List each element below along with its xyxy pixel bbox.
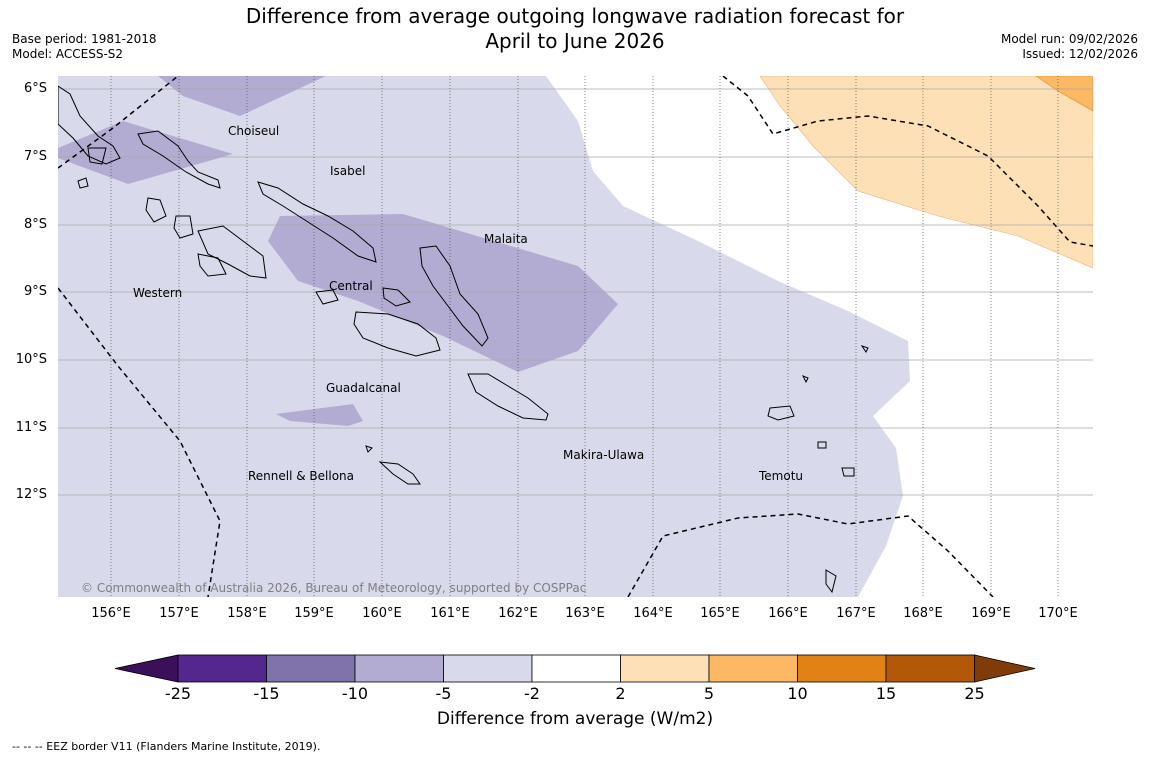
- anomaly-zone-medium-4: [276, 404, 363, 426]
- region-labels: Choiseul Isabel Malaita Western Central …: [133, 124, 803, 483]
- lon-label-156e: 156°E: [91, 606, 131, 621]
- anomaly-zone-warm-medium: [1035, 76, 1093, 112]
- lon-label-158e: 158°E: [227, 606, 267, 621]
- lon-label-159e: 159°E: [294, 606, 334, 621]
- colorbar-cell-6: [620, 654, 710, 683]
- anomaly-zone-medium-2: [58, 121, 233, 184]
- island-western-1: [145, 197, 167, 223]
- island-western-2: [173, 215, 194, 239]
- colorbar: [114, 654, 1036, 683]
- island-tiny-2: [860, 345, 869, 353]
- colorbar-extend-max: [974, 654, 1036, 683]
- lon-label-163e: 163°E: [565, 606, 605, 621]
- island-makira: [467, 373, 549, 421]
- model-run: Model run: 09/02/2026: [1000, 32, 1138, 46]
- island-temotu-1: [767, 405, 795, 421]
- title-line-2: April to June 2026: [485, 29, 665, 53]
- colorbar-cell-9: [885, 654, 975, 683]
- lon-label-162e: 162°E: [498, 606, 538, 621]
- lon-label-160e: 160°E: [362, 606, 402, 621]
- colorbar-cell-7: [708, 654, 798, 683]
- colorbar-tick-4: -2: [524, 684, 540, 703]
- island-bougainville-tip: [58, 85, 121, 165]
- anomaly-zone-warm-light: [759, 76, 1093, 269]
- island-temotu-4: [825, 569, 837, 594]
- island-tiny-1: [801, 375, 809, 384]
- colorbar-tick-7: 10: [787, 684, 808, 703]
- anomaly-zone-medium-1: [158, 76, 326, 116]
- island-small-1: [87, 147, 107, 165]
- colorbar-cell-3: [354, 654, 444, 683]
- anomaly-zone-medium-3: [268, 214, 618, 372]
- lat-label-12s: 12°S: [15, 487, 47, 502]
- colorbar-tick-5: 2: [615, 684, 626, 703]
- title-line-1: Difference from average outgoing longwav…: [245, 4, 905, 28]
- island-isabel: [257, 181, 377, 263]
- colorbar-tick-9: 25: [964, 684, 985, 703]
- model-name: Model: ACCESS-S2: [12, 47, 124, 61]
- lon-label-164e: 164°E: [633, 606, 673, 621]
- base-period: Base period: 1981-2018: [12, 32, 157, 46]
- map-panel: Choiseul Isabel Malaita Western Central …: [58, 76, 1093, 597]
- colorbar-tick-3: -5: [435, 684, 452, 703]
- eez-legend-note: -- -- -- EEZ border V11 (Flanders Marine…: [12, 740, 321, 753]
- lon-label-168e: 168°E: [903, 606, 943, 621]
- colorbar-cell-2: [266, 654, 356, 683]
- lat-label-10s: 10°S: [15, 352, 47, 367]
- island-guadalcanal: [353, 311, 441, 357]
- coastlines: [58, 85, 869, 594]
- label-western: Western: [133, 286, 182, 300]
- lat-label-6s: 6°S: [23, 81, 47, 96]
- island-temotu-3: [841, 467, 855, 477]
- graticule-lat: [58, 88, 1093, 496]
- colorbar-cell-8: [797, 654, 887, 683]
- lat-label-8s: 8°S: [23, 217, 47, 232]
- colorbar-cell-4: [443, 654, 533, 683]
- colorbar-extend-min: [114, 654, 179, 683]
- island-western-4: [197, 253, 227, 277]
- lon-label-161e: 161°E: [430, 606, 470, 621]
- island-russell: [382, 287, 411, 307]
- colorbar-cells: [177, 654, 975, 683]
- label-central: Central: [329, 279, 373, 293]
- meta-left: Base period: 1981-2018 Model: ACCESS-S2: [12, 32, 157, 62]
- lon-label-169e: 169°E: [971, 606, 1011, 621]
- map-title: Difference from average outgoing longwav…: [0, 4, 1150, 54]
- island-bellona: [365, 445, 373, 453]
- colorbar-title: Difference from average (W/m2): [436, 709, 714, 729]
- meta-right: Model run: 09/02/2026 Issued: 12/02/2026: [1001, 32, 1138, 62]
- island-shortland: [77, 177, 89, 189]
- copyright-text: © Commonwealth of Australia 2026, Bureau…: [81, 581, 586, 595]
- island-temotu-2: [817, 441, 827, 449]
- lon-label-166e: 166°E: [768, 606, 808, 621]
- label-choiseul: Choiseul: [228, 124, 279, 138]
- map-svg: Choiseul Isabel Malaita Western Central …: [58, 76, 1093, 597]
- label-makira-ulawa: Makira-Ulawa: [563, 448, 644, 462]
- colorbar-cell-5: [531, 654, 621, 683]
- label-rennell-bellona: Rennell & Bellona: [248, 469, 354, 483]
- colorbar-tick-8: 15: [875, 684, 897, 703]
- colorbar-cell-1: [177, 654, 267, 683]
- island-rennell: [378, 461, 421, 485]
- lon-label-167e: 167°E: [836, 606, 876, 621]
- island-malaita: [419, 245, 489, 347]
- island-nggela: [315, 289, 339, 305]
- lon-label-165e: 165°E: [700, 606, 740, 621]
- lat-label-7s: 7°S: [23, 149, 47, 164]
- label-temotu: Temotu: [758, 469, 803, 483]
- lat-label-11s: 11°S: [15, 420, 47, 435]
- eez-border: [58, 76, 1093, 597]
- issued-date: Issued: 12/02/2026: [1022, 47, 1138, 61]
- island-choiseul: [137, 130, 221, 189]
- lon-label-170e: 170°E: [1038, 606, 1078, 621]
- label-malaita: Malaita: [484, 232, 528, 246]
- colorbar-tick-1: -15: [253, 684, 280, 703]
- colorbar-tick-0: -25: [164, 684, 192, 703]
- lat-label-9s: 9°S: [23, 284, 47, 299]
- label-isabel: Isabel: [330, 164, 365, 178]
- colorbar-tick-2: -10: [341, 684, 369, 703]
- lon-label-157e: 157°E: [159, 606, 199, 621]
- colorbar-tick-6: 5: [703, 684, 715, 703]
- label-guadalcanal: Guadalcanal: [326, 381, 401, 395]
